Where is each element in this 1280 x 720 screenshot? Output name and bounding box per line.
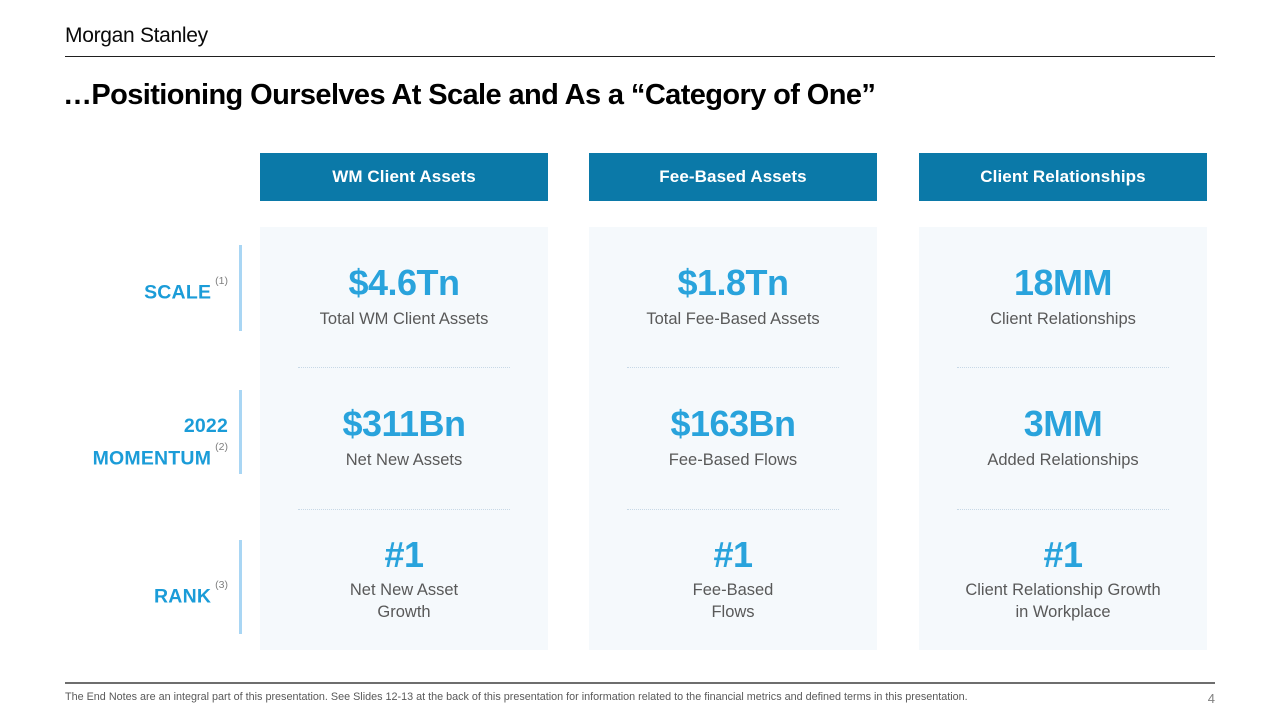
metric-cell: $163Bn Fee-Based Flows (589, 368, 877, 508)
metric-cell: $1.8Tn Total Fee-Based Assets (589, 227, 877, 367)
footer-divider (65, 682, 1215, 684)
column-header-client-relationships: Client Relationships (919, 153, 1207, 201)
slide-title: …Positioning Ourselves At Scale and As a… (63, 79, 876, 111)
metric-value: 3MM (1023, 403, 1103, 445)
panel-wm-client-assets: $4.6Tn Total WM Client Assets $311Bn Net… (260, 227, 548, 650)
metric-label: Added Relationships (987, 451, 1139, 469)
metric-value: $163Bn (670, 403, 796, 445)
row-accent-bar-scale (239, 245, 242, 331)
cell-divider (957, 367, 1169, 369)
row-label-text: MOMENTUM (92, 447, 212, 470)
row-label-text: SCALE (144, 281, 212, 304)
cell-divider (957, 508, 1169, 510)
metric-label: Net New Assets (345, 451, 463, 469)
morgan-stanley-logo: Morgan Stanley (65, 24, 208, 47)
row-label-scale: SCALE(1) (36, 274, 228, 307)
metric-label: Fee-Based Flows (668, 451, 798, 469)
page-number: 4 (1207, 691, 1215, 706)
footnote-ref-3: (3) (215, 579, 228, 591)
metric-cell: #1 Client Relationship Growth in Workpla… (919, 510, 1207, 650)
metric-cell: 18MM Client Relationships (919, 227, 1207, 367)
metric-cell: $4.6Tn Total WM Client Assets (260, 227, 548, 367)
cell-divider (298, 508, 510, 510)
metric-value: $1.8Tn (677, 261, 789, 303)
metric-label: Total Fee-Based Assets (646, 309, 820, 328)
footnote-ref-2: (2) (215, 441, 228, 453)
metric-value: 18MM (1013, 261, 1113, 303)
footnote-ref-1: (1) (215, 275, 228, 287)
metric-value: #1 (713, 533, 753, 575)
row-label-line1: 2022 (183, 415, 228, 437)
footnote-text: The End Notes are an integral part of th… (65, 691, 968, 703)
metric-label: Fee-Based Flows (692, 581, 774, 622)
column-header-fee-based-assets: Fee-Based Assets (589, 153, 877, 201)
panel-client-relationships: 18MM Client Relationships 3MM Added Rela… (919, 227, 1207, 650)
cell-divider (627, 367, 839, 369)
cell-divider (627, 508, 839, 510)
panel-fee-based-assets: $1.8Tn Total Fee-Based Assets $163Bn Fee… (589, 227, 877, 650)
row-accent-bar-momentum (239, 390, 242, 474)
metric-value: #1 (384, 533, 424, 575)
metric-cell: #1 Fee-Based Flows (589, 510, 877, 650)
metric-cell: #1 Net New Asset Growth (260, 510, 548, 650)
metric-cell: $311Bn Net New Assets (260, 368, 548, 508)
header-divider (65, 56, 1215, 57)
metric-label: Total WM Client Assets (319, 309, 489, 328)
metric-cell: 3MM Added Relationships (919, 368, 1207, 508)
metric-value: $4.6Tn (348, 261, 460, 303)
row-label-momentum: 2022 MOMENTUM(2) (36, 412, 228, 473)
metric-value: #1 (1043, 533, 1083, 575)
metric-label: Client Relationships (990, 309, 1136, 328)
row-accent-bar-rank (239, 540, 242, 634)
metric-value: $311Bn (342, 403, 466, 445)
cell-divider (298, 367, 510, 369)
row-label-text: RANK (154, 585, 212, 608)
metric-label: Net New Asset Growth (349, 581, 459, 622)
row-label-rank: RANK(3) (36, 578, 228, 611)
metric-label: Client Relationship Growth in Workplace (965, 581, 1161, 622)
column-header-wm-client-assets: WM Client Assets (260, 153, 548, 201)
